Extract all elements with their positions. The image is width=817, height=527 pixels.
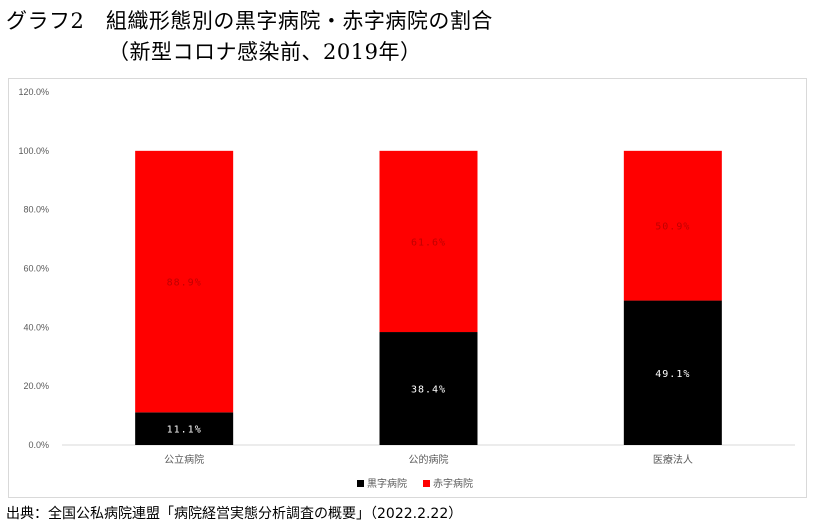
bar-deficit-0 (135, 150, 234, 413)
y-tick-label: 100.0% (18, 146, 49, 156)
source-note: 出典：全国公私病院連盟「病院経営実態分析調査の概要」（2022.2.22） (6, 506, 463, 522)
stacked-bar-chart: 0.0% 20.0% 40.0% 60.0% 80.0% 100.0% 120.0% 11.1… (18, 87, 795, 490)
data-label: 49.1% (655, 369, 690, 380)
bar-profit-2 (623, 300, 722, 445)
y-tick-label: 40.0% (23, 322, 49, 332)
y-tick-label: 0.0% (28, 440, 49, 450)
chart-title-line-2: （新型コロナ感染前、2019年） (108, 40, 422, 64)
legend-label: 黒字病院 (367, 477, 407, 490)
data-label: 50.9% (655, 222, 690, 233)
legend-swatch (423, 480, 430, 487)
bar-profit-1 (379, 332, 478, 445)
chart-title-line-1: グラフ2 組織形態別の黒字病院・赤字病院の割合 (6, 9, 493, 33)
chart-area: 0.0% 20.0% 40.0% 60.0% 80.0% 100.0% 120.0% 11.1… (8, 78, 807, 498)
data-label: 11.1% (167, 425, 202, 436)
x-category-label: 医療法人 (653, 453, 693, 466)
y-tick-label: 80.0% (23, 205, 49, 215)
legend-label: 赤字病院 (433, 477, 473, 490)
y-tick-label: 60.0% (23, 264, 49, 274)
bar-profit-0 (135, 412, 234, 445)
data-label: 38.4% (411, 385, 446, 396)
legend-swatch (357, 480, 364, 487)
x-category-label: 公立病院 (164, 453, 204, 466)
y-tick-label: 20.0% (23, 381, 49, 391)
data-label: 88.9% (167, 278, 202, 289)
bar-deficit-2 (623, 150, 722, 301)
y-tick-label: 120.0% (18, 87, 49, 97)
bar-deficit-1 (379, 150, 478, 333)
data-label: 61.6% (411, 237, 446, 248)
x-category-label: 公的病院 (409, 453, 449, 466)
